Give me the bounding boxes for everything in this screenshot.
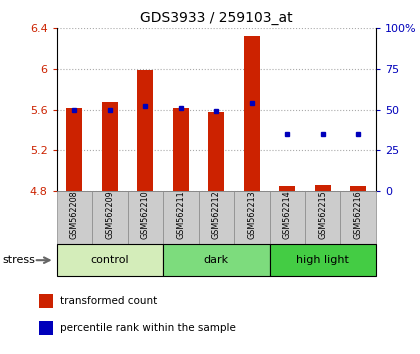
Bar	[39, 321, 53, 335]
Text: percentile rank within the sample: percentile rank within the sample	[60, 323, 235, 333]
Bar	[208, 112, 224, 191]
Text: GSM562214: GSM562214	[283, 191, 292, 239]
Bar	[234, 191, 270, 244]
Text: GSM562213: GSM562213	[247, 191, 256, 239]
Bar	[341, 191, 376, 244]
Bar	[102, 102, 118, 191]
Text: control: control	[91, 255, 129, 265]
Bar	[315, 185, 331, 191]
Text: GSM562210: GSM562210	[141, 191, 150, 239]
Text: GSM562209: GSM562209	[105, 191, 114, 239]
Title: GDS3933 / 259103_at: GDS3933 / 259103_at	[140, 11, 293, 24]
Bar	[128, 191, 163, 244]
Bar	[92, 191, 128, 244]
Text: GSM562212: GSM562212	[212, 191, 221, 239]
Bar	[350, 186, 366, 191]
Bar	[305, 191, 341, 244]
Text: GSM562211: GSM562211	[176, 191, 185, 239]
Bar	[163, 244, 270, 276]
Text: transformed count: transformed count	[60, 296, 157, 307]
Bar	[244, 36, 260, 191]
Bar	[137, 70, 153, 191]
Bar	[270, 244, 376, 276]
Bar	[57, 244, 163, 276]
Bar	[39, 295, 53, 308]
Bar	[57, 191, 92, 244]
Bar	[163, 191, 199, 244]
Bar	[270, 191, 305, 244]
Bar	[66, 108, 82, 191]
Text: dark: dark	[204, 255, 229, 265]
Text: GSM562216: GSM562216	[354, 191, 362, 239]
Text: stress: stress	[2, 255, 35, 265]
Text: GSM562215: GSM562215	[318, 191, 327, 239]
Text: GSM562208: GSM562208	[70, 191, 79, 239]
Bar	[279, 186, 295, 191]
Bar	[173, 108, 189, 191]
Text: high light: high light	[296, 255, 349, 265]
Bar	[199, 191, 234, 244]
